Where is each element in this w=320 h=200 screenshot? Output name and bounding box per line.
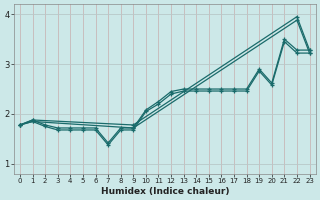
X-axis label: Humidex (Indice chaleur): Humidex (Indice chaleur): [100, 187, 229, 196]
